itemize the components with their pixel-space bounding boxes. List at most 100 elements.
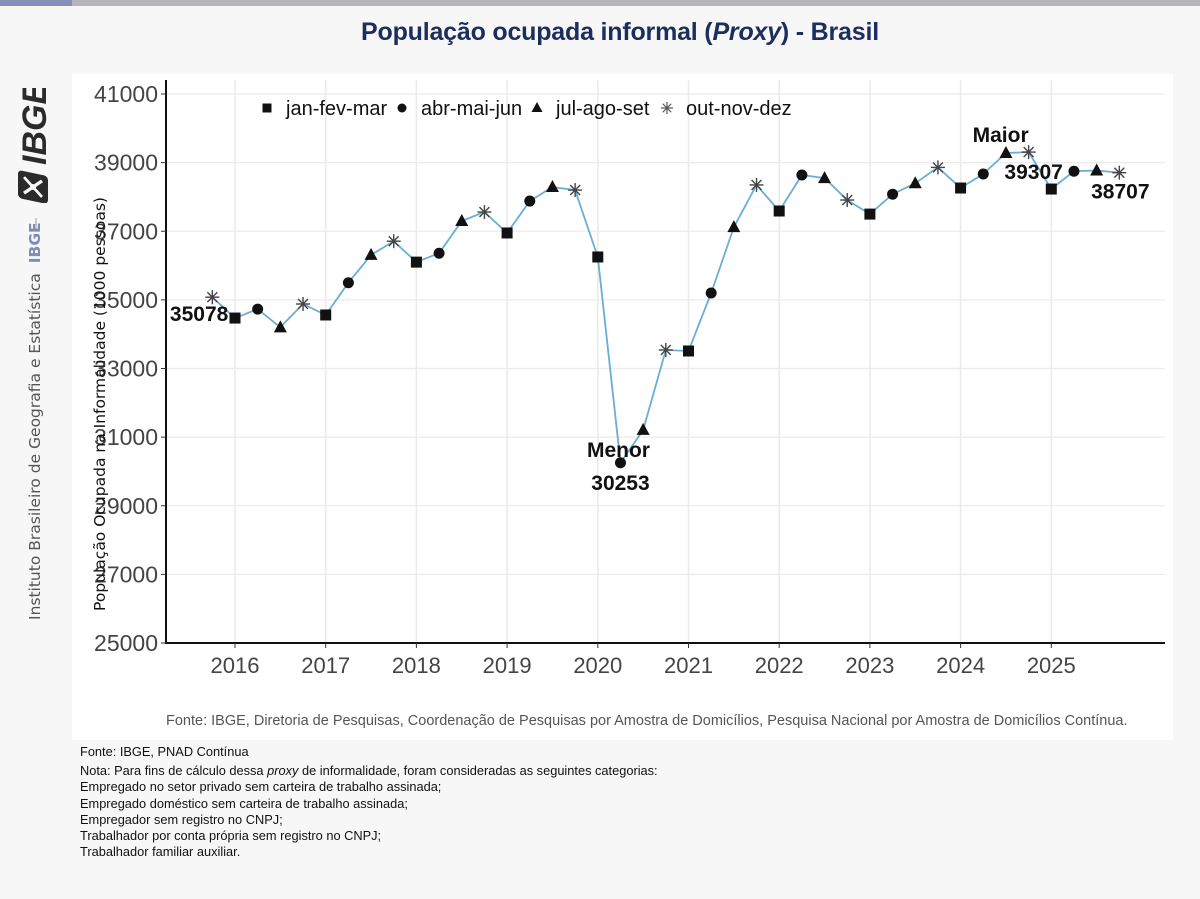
marker-circle [342, 277, 354, 289]
y-tick-label: 25000 [94, 630, 158, 656]
chart-source-note: Fonte: IBGE, Diretoria de Pesquisas, Coo… [166, 713, 1128, 729]
x-tick-label: 2023 [845, 653, 894, 678]
marker-square [320, 309, 332, 321]
data-point [658, 342, 673, 357]
data-point [501, 227, 513, 239]
data-point [705, 287, 717, 299]
legend-label: out-nov-dez [686, 98, 792, 120]
annotation-max-value: 39307 [1004, 161, 1062, 184]
brand-divider [35, 218, 37, 230]
data-point [683, 345, 694, 357]
marker-square [410, 256, 422, 268]
legend-label: abr-mai-jun [421, 98, 522, 120]
x-tick-label: 2025 [1027, 653, 1076, 678]
data-point [477, 205, 492, 220]
data-point [524, 195, 536, 207]
annotation-first-value: 35078 [170, 303, 229, 326]
data-point [818, 171, 832, 184]
legend: jan-fev-mar abr-mai-jun jul-ago-set out-nov… [262, 98, 792, 120]
series-line [211, 151, 1120, 466]
note-suffix: de informalidade, foram consideradas as … [298, 763, 658, 779]
data-point [1112, 165, 1127, 180]
page-title: População ocupada informal (Proxy) - Bra… [0, 18, 1200, 47]
marker-circle [252, 303, 264, 315]
marker-circle [1068, 165, 1080, 177]
footer-note: Nota: Para fins de cálculo dessa proxy d… [80, 763, 658, 779]
annotation-min-value: 30253 [591, 472, 649, 495]
legend-item: out-nov-dez [661, 98, 792, 120]
marker-triangle [818, 171, 832, 184]
marker-asterisk-stroke [297, 298, 309, 310]
y-tick-label: 41000 [94, 81, 158, 107]
marker-asterisk-stroke [841, 194, 853, 206]
marker-circle [614, 457, 626, 469]
y-tick-label: 31000 [94, 424, 158, 450]
data-point [273, 320, 287, 333]
x-tick-label: 2020 [573, 653, 622, 678]
ibge-logo-icon: IBGE [16, 88, 54, 203]
marker-asterisk-stroke [1023, 146, 1035, 158]
marker-asterisk-stroke [569, 184, 581, 196]
institute-name: Instituto Brasileiro de Geografia e Esta… [26, 222, 44, 620]
top-bar [0, 0, 1200, 6]
institute-short-name: IBGE [26, 222, 44, 264]
category-item: Empregado doméstico sem carteira de trab… [80, 795, 408, 811]
marker-triangle [273, 320, 287, 333]
data-point [545, 179, 559, 192]
footer-notes: Fonte: IBGE, PNAD Contínua Nota: Para fi… [80, 744, 658, 860]
x-tick-label: 2017 [301, 653, 350, 678]
data-point [205, 290, 220, 305]
marker-asterisk-stroke [751, 179, 762, 191]
data-point [229, 312, 241, 324]
annotations: 35078 Menor 30253 Maior 39307 38707 [170, 124, 1150, 495]
data-point [296, 296, 311, 311]
legend-circle-icon [397, 103, 407, 113]
marker-triangle [364, 247, 378, 260]
marker-circle [887, 188, 899, 200]
marker-asterisk-stroke [660, 344, 672, 356]
marker-square [955, 182, 967, 194]
data-point [364, 247, 378, 260]
category-list: Empregado no setor privado sem carteira … [80, 779, 658, 860]
marker-triangle [636, 422, 650, 435]
legend-label: jan-fev-mar [285, 98, 387, 120]
y-tick-label: 29000 [94, 493, 158, 519]
legend-item: jul-ago-set [531, 98, 650, 120]
data-point [1021, 145, 1036, 160]
svg-text:IBGE: IBGE [16, 88, 54, 165]
data-point [773, 205, 785, 217]
marker-asterisk-stroke [478, 206, 490, 218]
x-tick-label: 2021 [664, 653, 713, 678]
data-point [386, 234, 401, 249]
marker-square [773, 205, 785, 217]
data-point [1045, 183, 1057, 195]
y-tick-label: 27000 [94, 561, 158, 587]
annotation-min-label: Menor [587, 439, 650, 462]
data-point [252, 303, 264, 315]
footer-source: Fonte: IBGE, PNAD Contínua [80, 744, 249, 759]
data-point [1090, 163, 1104, 176]
data-point [930, 160, 945, 175]
marker-circle [524, 195, 536, 207]
x-tick-label: 2016 [211, 653, 260, 678]
x-tick-label: 2018 [392, 653, 441, 678]
marker-triangle [999, 146, 1013, 159]
x-tick-label: 2022 [755, 653, 804, 678]
category-item: Trabalhador familiar auxiliar. [80, 844, 241, 860]
y-axis-title: População Ocupada na Informalidade (1000… [91, 197, 109, 611]
title-prefix: População ocupada informal ( [361, 18, 713, 46]
marker-circle [977, 168, 989, 180]
data-point [840, 193, 855, 208]
y-tick-label: 35000 [94, 287, 158, 313]
top-bar-accent [0, 0, 72, 6]
note-italic: proxy [267, 763, 299, 779]
data-point [320, 309, 332, 321]
category-item: Empregador sem registro no CNPJ; [80, 811, 283, 827]
marker-square [1045, 183, 1057, 195]
marker-triangle [908, 176, 922, 189]
data-point [342, 277, 354, 289]
data-point [636, 422, 650, 435]
data-point [727, 220, 741, 233]
data-point [568, 183, 583, 198]
note-prefix: Nota: Para fins de cálculo dessa [80, 763, 268, 779]
